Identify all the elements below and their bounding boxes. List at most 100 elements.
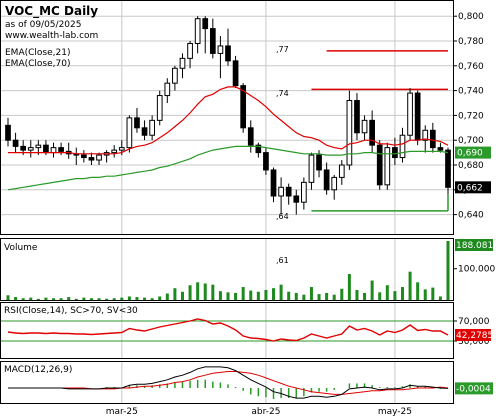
volume-bar bbox=[256, 291, 260, 300]
candle-body bbox=[270, 169, 277, 197]
as-of-date: as of 09/05/2025 bbox=[5, 20, 81, 30]
volume-bar bbox=[105, 298, 109, 300]
annotation-61: ,61 bbox=[276, 256, 289, 265]
ema-lines bbox=[7, 86, 449, 191]
candle-body bbox=[88, 157, 95, 161]
macd-tag-bg bbox=[455, 382, 493, 395]
candle-body bbox=[240, 85, 247, 129]
volume-bar bbox=[188, 285, 192, 300]
candle-body bbox=[20, 145, 27, 151]
volume-bar bbox=[416, 282, 420, 300]
candle-body bbox=[225, 45, 231, 62]
rsi-line bbox=[7, 318, 449, 342]
volume-bar bbox=[294, 292, 298, 300]
candle-body bbox=[407, 92, 413, 136]
candle-body bbox=[134, 117, 140, 129]
candle-body bbox=[369, 119, 375, 146]
volume-bar bbox=[29, 297, 33, 300]
last-close-tag: 0,662 bbox=[457, 183, 483, 193]
date-axis: mar-25 abr-25 may-25 bbox=[106, 407, 412, 417]
site-url: www.wealth-lab.com bbox=[5, 31, 98, 41]
candle-body bbox=[209, 28, 216, 54]
volume-bar bbox=[446, 241, 450, 300]
candle-body bbox=[331, 176, 338, 191]
candle-body bbox=[156, 95, 163, 121]
price-tick-label: 0,720 bbox=[458, 111, 484, 121]
level-lines bbox=[311, 50, 449, 212]
candle-body bbox=[141, 127, 148, 136]
volume-bar bbox=[120, 297, 124, 300]
volume-bar bbox=[234, 292, 238, 300]
price-tick-label: 0,780 bbox=[458, 37, 484, 47]
volume-bar bbox=[59, 298, 63, 300]
volume-bar bbox=[173, 288, 177, 300]
volume-bar bbox=[97, 298, 101, 300]
volume-bar bbox=[431, 287, 435, 300]
candle-body bbox=[43, 144, 49, 154]
annotation-77: ,77 bbox=[276, 45, 289, 54]
candle-body bbox=[384, 147, 391, 186]
candle-body bbox=[247, 127, 254, 146]
volume-bar bbox=[317, 294, 321, 300]
candle-body bbox=[202, 18, 209, 30]
volume-max-tag: 188.081 bbox=[456, 241, 493, 251]
candle-body bbox=[414, 92, 421, 141]
candle-body bbox=[149, 119, 155, 136]
volume-bar bbox=[74, 298, 78, 300]
candle-body bbox=[81, 154, 87, 159]
volume-bar bbox=[363, 292, 367, 300]
volume-bar bbox=[127, 296, 131, 300]
candle-body bbox=[422, 129, 429, 141]
candle-body bbox=[445, 149, 451, 188]
candle-body bbox=[35, 144, 42, 149]
candle-body bbox=[346, 100, 353, 166]
volume-max-tag-bg bbox=[455, 239, 493, 251]
volume-bar bbox=[143, 297, 147, 300]
volume-bar bbox=[408, 271, 412, 300]
volume-bar bbox=[82, 297, 86, 300]
volume-bar bbox=[249, 290, 253, 300]
candle-body bbox=[217, 45, 224, 54]
volume-tick-label: 100.000 bbox=[458, 265, 495, 275]
rsi-tick-label: 30,000 bbox=[458, 337, 490, 347]
rsi-tick-label: 70,000 bbox=[458, 317, 490, 327]
candle-body bbox=[50, 147, 57, 154]
price-tick-label: 0,680 bbox=[458, 161, 484, 171]
candle-body bbox=[179, 57, 186, 69]
candle-body bbox=[338, 164, 345, 178]
volume-bar bbox=[135, 297, 139, 300]
volume-bar bbox=[150, 298, 154, 300]
volume-bar bbox=[347, 274, 351, 300]
macd-pane-label: MACD(12,26,9) bbox=[4, 365, 72, 375]
volume-bar bbox=[218, 291, 222, 300]
volume-bar bbox=[165, 293, 169, 300]
candle-body bbox=[164, 82, 171, 97]
candle-body bbox=[12, 139, 19, 147]
candle-body bbox=[58, 147, 64, 152]
candle-body bbox=[399, 134, 406, 159]
candle-body bbox=[323, 169, 330, 191]
volume-bar bbox=[309, 287, 313, 300]
volume-bar bbox=[44, 297, 48, 300]
candle-body bbox=[361, 119, 368, 134]
rsi-tag: 42,2785 bbox=[456, 331, 493, 341]
volume-bar bbox=[6, 295, 10, 300]
date-label: may-25 bbox=[378, 407, 412, 417]
ema70-line bbox=[7, 145, 449, 191]
candle-body bbox=[316, 154, 322, 171]
volume-bar bbox=[325, 292, 329, 300]
volume-bar bbox=[36, 298, 40, 300]
candle-body bbox=[301, 181, 307, 203]
candle-body bbox=[285, 186, 292, 197]
rsi-pane-label: RSI(Close,14), SC>70, SV<30 bbox=[4, 306, 138, 316]
date-label: abr-25 bbox=[251, 407, 280, 417]
volume-bar bbox=[385, 285, 389, 300]
ema21-legend: EMA(Close,21) bbox=[5, 48, 70, 58]
macd-pane bbox=[0, 361, 454, 404]
volume-bar bbox=[21, 298, 25, 300]
candle-body bbox=[187, 42, 193, 59]
last-ema-tag-bg bbox=[455, 146, 491, 159]
rsi-pane bbox=[0, 302, 454, 359]
candle-body bbox=[293, 195, 300, 203]
volume-bar bbox=[14, 297, 18, 300]
